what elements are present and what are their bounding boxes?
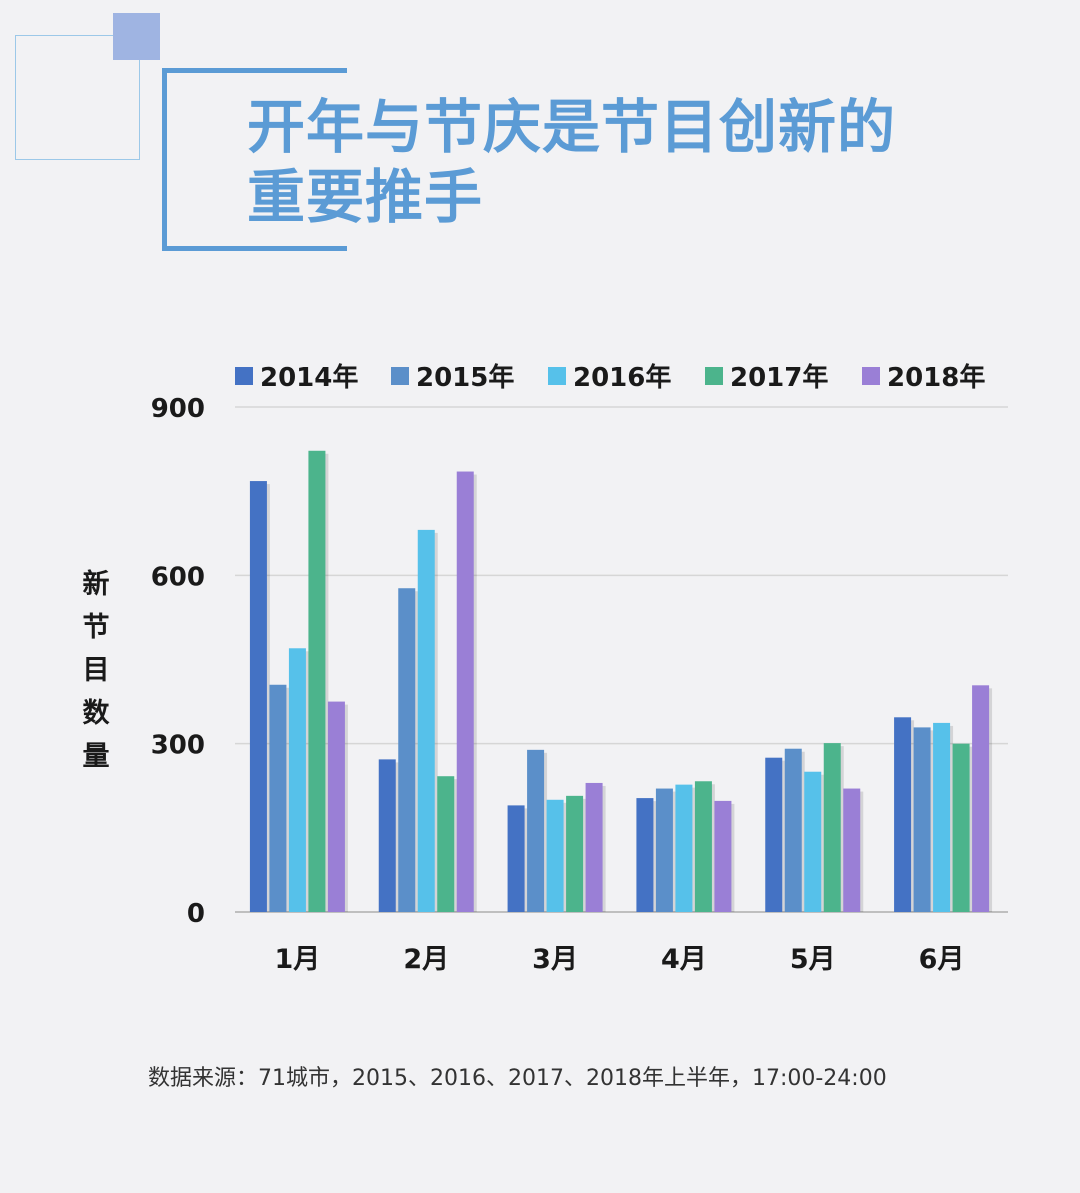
y-tick-label: 0: [187, 899, 205, 929]
bar: [823, 743, 841, 912]
legend-label: 2018年: [887, 362, 985, 393]
y-axis-label-char: 量: [83, 741, 110, 772]
y-tick-label: 300: [151, 731, 205, 761]
legend-label: 2015年: [416, 362, 514, 393]
legend-swatch: [705, 367, 723, 385]
grid-lines: [235, 406, 1008, 913]
bar: [933, 722, 951, 912]
bar: [675, 784, 693, 912]
bar: [437, 776, 455, 912]
bar: [765, 757, 783, 912]
y-axis-label-char: 节: [83, 612, 110, 643]
legend-swatch: [548, 367, 566, 385]
y-axis-label-char: 数: [83, 698, 111, 729]
decorative-solid-square: [113, 13, 160, 60]
bar: [456, 471, 474, 912]
bar: [249, 481, 267, 912]
x-tick-label: 1月: [275, 944, 321, 975]
y-tick-label: 600: [151, 562, 205, 592]
x-tick-label: 4月: [661, 944, 707, 975]
legend-swatch: [862, 367, 880, 385]
bar: [566, 795, 584, 912]
bar: [546, 799, 564, 912]
bar: [784, 748, 802, 912]
bar: [378, 759, 396, 912]
bar: [288, 648, 306, 912]
x-tick-label: 5月: [790, 944, 836, 975]
bar: [972, 685, 990, 912]
y-axis-label-char: 目: [83, 655, 110, 686]
bar: [636, 798, 654, 912]
bar: [913, 727, 931, 912]
y-tick-labels: 0 300 600 900: [151, 394, 205, 929]
bar: [269, 684, 287, 912]
bar: [894, 717, 912, 912]
bar: [327, 701, 345, 912]
legend-label: 2014年: [260, 362, 358, 393]
legend: 2014年 2015年 2016年 2017年 2018年: [235, 362, 985, 393]
bar: [655, 788, 673, 912]
x-tick-label: 6月: [919, 944, 965, 975]
legend-swatch: [391, 367, 409, 385]
x-tick-labels: 1月 2月 3月 4月 5月 6月: [275, 944, 965, 975]
bar: [398, 588, 416, 912]
bar: [527, 749, 545, 912]
bar: [952, 743, 970, 912]
y-axis-label-char: 新: [83, 568, 110, 600]
bar: [585, 782, 603, 912]
decorative-outline-square: [15, 35, 140, 160]
bar: [804, 771, 822, 912]
bars: [249, 450, 993, 912]
bar: [694, 781, 712, 912]
bar: [417, 529, 435, 912]
x-tick-label: 3月: [532, 944, 578, 975]
bar: [308, 450, 326, 912]
bar: [843, 788, 861, 912]
legend-label: 2016年: [573, 362, 671, 393]
legend-swatch: [235, 367, 253, 385]
title-bracket: [162, 68, 347, 251]
title-line-1: 开年与节庆是节目创新的: [247, 93, 897, 161]
bar: [507, 805, 525, 912]
title-line-2: 重要推手: [247, 163, 484, 231]
bar: [714, 800, 732, 912]
legend-label: 2017年: [730, 362, 828, 393]
source-note: 数据来源：71城市，2015、2016、2017、2018年上半年，17:00-…: [148, 1066, 887, 1091]
x-tick-label: 2月: [403, 944, 449, 975]
y-tick-label: 900: [151, 394, 205, 424]
